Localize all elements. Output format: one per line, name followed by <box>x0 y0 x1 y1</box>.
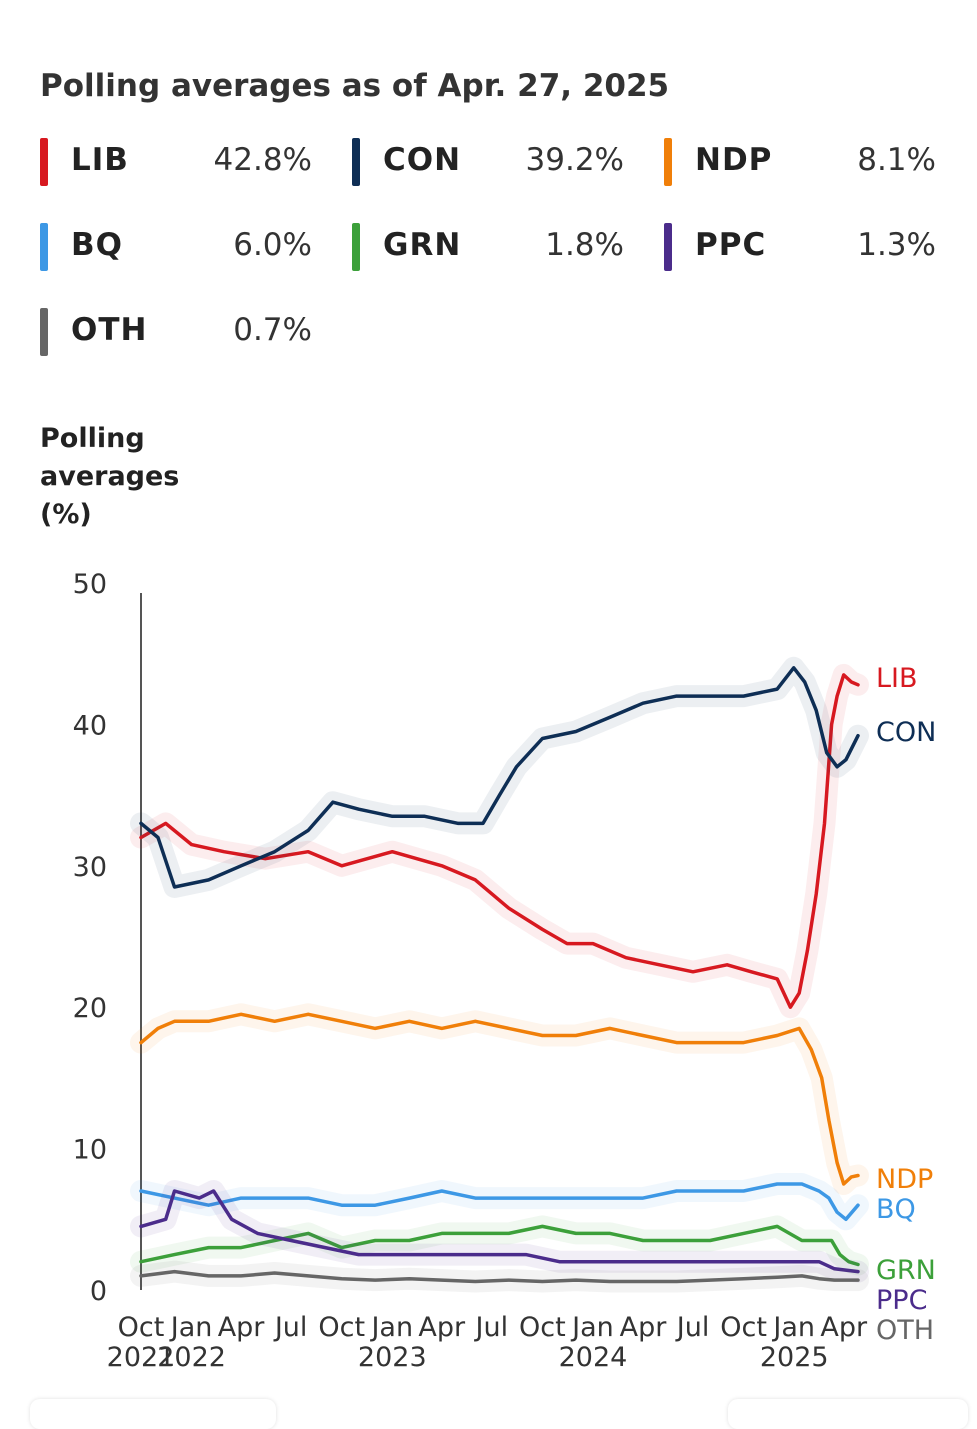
y-tick-label: 20 <box>73 993 107 1024</box>
y-axis-title: Polling averages (%) <box>40 423 180 530</box>
series-line-bq <box>139 1182 860 1222</box>
legend-label: CON <box>383 142 462 178</box>
series-end-label-oth: OTH <box>876 1315 934 1346</box>
legend-label: PPC <box>695 227 767 263</box>
series-band-con <box>130 656 869 898</box>
legend-item-lib: LIB 42.8% <box>40 134 312 186</box>
x-tick-label: Jul <box>273 1312 308 1343</box>
y-tick-label: 40 <box>73 710 107 741</box>
x-tick-label: Oct <box>118 1312 165 1343</box>
x-year-label: 2022 <box>157 1342 226 1373</box>
series-end-label-con: CON <box>876 717 936 748</box>
legend-value: 0.7% <box>233 312 312 348</box>
y-tick-label: 50 <box>73 569 107 600</box>
series-end-label-bq: BQ <box>876 1194 916 1225</box>
x-tick-label: Jul <box>474 1312 509 1343</box>
x-tick-label: Apr <box>218 1312 266 1343</box>
legend-value: 1.3% <box>857 227 936 263</box>
series-line-ndp <box>139 1012 860 1186</box>
series-end-label-ndp: NDP <box>876 1164 933 1195</box>
x-tick-label: Jul <box>675 1312 710 1343</box>
x-year-label: 2024 <box>559 1342 628 1373</box>
legend-swatch <box>40 308 48 356</box>
legend-swatch <box>352 223 360 271</box>
legend-label: NDP <box>695 142 773 178</box>
legend-value: 42.8% <box>213 142 312 178</box>
x-tick-label: Oct <box>720 1312 767 1343</box>
x-year-label: 2023 <box>358 1342 427 1373</box>
series-line-lib <box>139 673 860 1009</box>
x-tick-label: Jan <box>369 1312 413 1343</box>
x-tick-label: Jan <box>570 1312 614 1343</box>
x-tick-label: Apr <box>418 1312 466 1343</box>
x-tick-label: Jan <box>771 1312 815 1343</box>
series-end-label-lib: LIB <box>876 663 918 694</box>
series-line-ppc <box>139 1189 860 1274</box>
series-line-con <box>139 666 860 889</box>
legend-value: 8.1% <box>857 142 936 178</box>
legend-value: 1.8% <box>545 227 624 263</box>
x-year-label: 2021 <box>107 1342 176 1373</box>
series-end-label-grn: GRN <box>876 1255 936 1286</box>
chart-title: Polling averages as of Apr. 27, 2025 <box>40 68 670 104</box>
bottom-card-right <box>728 1399 968 1429</box>
series-end-label-ppc: PPC <box>876 1285 927 1316</box>
x-tick-label: Apr <box>820 1312 868 1343</box>
bottom-card-left <box>30 1399 276 1429</box>
legend-label: BQ <box>71 227 123 263</box>
legend-item-grn: GRN 1.8% <box>352 219 624 271</box>
legend-item-oth: OTH 0.7% <box>40 304 312 356</box>
legend-item-bq: BQ 6.0% <box>40 219 312 271</box>
legend-item-ndp: NDP 8.1% <box>664 134 936 186</box>
legend-label: OTH <box>71 312 148 348</box>
legend-value: 39.2% <box>525 142 624 178</box>
series-band-lib <box>130 663 869 1019</box>
series-line-oth <box>139 1269 860 1284</box>
legend-item-ppc: PPC 1.3% <box>664 219 936 271</box>
legend-swatch <box>40 223 48 271</box>
x-tick-label: Jan <box>169 1312 213 1343</box>
legend-item-con: CON 39.2% <box>352 134 624 186</box>
x-tick-label: Apr <box>620 1312 668 1343</box>
legend-swatch <box>664 223 672 271</box>
x-tick-label: Oct <box>318 1312 365 1343</box>
legend-label: LIB <box>71 142 129 178</box>
legend-swatch <box>352 138 360 186</box>
y-tick-label: 0 <box>90 1276 107 1307</box>
legend-swatch <box>40 138 48 186</box>
y-tick-label: 10 <box>73 1135 107 1166</box>
legend-value: 6.0% <box>233 227 312 263</box>
x-year-label: 2025 <box>760 1342 829 1373</box>
legend-label: GRN <box>383 227 462 263</box>
y-tick-label: 30 <box>73 852 107 883</box>
x-tick-label: Oct <box>519 1312 566 1343</box>
legend-swatch <box>664 138 672 186</box>
